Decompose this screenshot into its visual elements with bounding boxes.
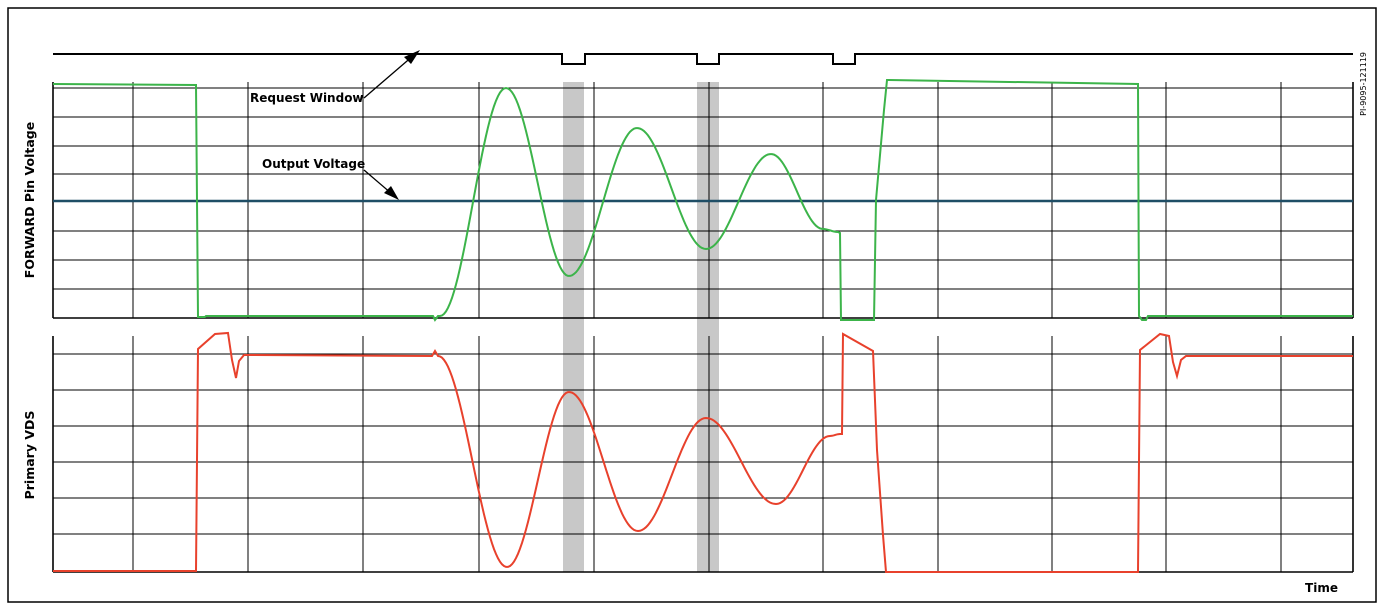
vds-axis-label: Primary VDS [22,411,37,500]
request-window-trace [53,53,1353,65]
shaded-interval-2 [697,82,719,572]
shaded-interval-1 [563,82,584,572]
forward-axis-label: FORWARD Pin Voltage [22,122,37,278]
outer-frame [7,7,1377,603]
output-voltage-arrow [363,169,399,200]
output-voltage-label: Output Voltage [262,157,365,171]
shaded-intervals [563,82,719,572]
primary-vds-trace [53,331,1353,573]
vds-grid [52,336,1354,573]
request-window-arrow [363,50,420,99]
request-window-label: Request Window [250,91,364,105]
forward-grid [52,82,1354,319]
time-axis-label: Time [1305,581,1338,595]
figure-code: PI-9095-121119 [1359,52,1368,116]
forward-pin-voltage-trace [52,78,1353,322]
